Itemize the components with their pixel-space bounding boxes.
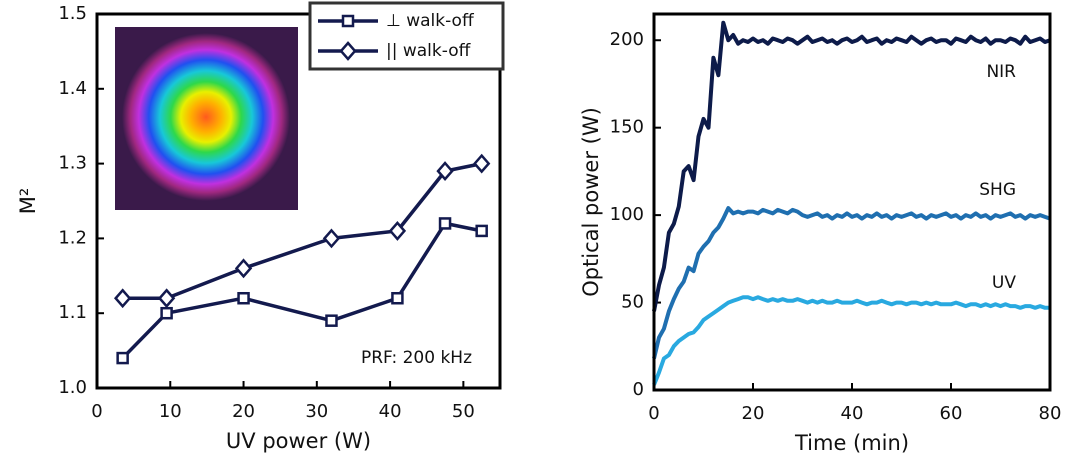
annotation: PRF: 200 kHz — [361, 348, 472, 368]
marker — [325, 314, 338, 327]
x-tick-label: 10 — [159, 401, 182, 422]
marker — [339, 41, 357, 61]
y-tick-label: 0 — [633, 379, 644, 400]
marker — [322, 228, 341, 249]
x-axis-label: Time (min) — [794, 431, 909, 455]
marker — [157, 288, 176, 309]
marker — [438, 217, 452, 230]
marker — [341, 14, 355, 28]
series-line — [652, 295, 1050, 386]
y-tick-label: 1.2 — [58, 227, 87, 248]
y-tick-label: 50 — [621, 292, 644, 313]
series-label: SHG — [979, 180, 1016, 200]
series-line — [121, 221, 483, 360]
marker — [160, 306, 173, 320]
y-tick-label: 1.3 — [58, 153, 87, 174]
x-tick-label: 80 — [1039, 403, 1062, 424]
marker — [436, 161, 454, 181]
y-tick-label: 1.1 — [58, 302, 87, 323]
series-line — [652, 206, 1051, 359]
y-tick-label: 1.5 — [58, 3, 87, 24]
y-axis-label: Optical power (W) — [579, 107, 603, 297]
y-tick-label: 100 — [610, 204, 644, 225]
axes-frame — [95, 12, 502, 390]
marker — [237, 291, 250, 305]
x-tick-label: 0 — [648, 403, 659, 424]
legend-label: || walk-off — [386, 41, 472, 61]
marker — [473, 153, 491, 174]
marker — [475, 224, 488, 238]
marker — [234, 258, 253, 279]
x-tick-label: 20 — [742, 403, 765, 424]
left-chart: 0 10 20 30 40 50 1.0 1.1 1.2 1.3 1.4 1.5 UV power (W… — [16, 1, 505, 453]
x-tick-label: 30 — [305, 401, 328, 422]
x-axis-label: UV power (W) — [226, 429, 371, 453]
y-tick-label: 200 — [610, 29, 644, 50]
x-tick-label: 40 — [841, 403, 864, 424]
marker — [116, 351, 129, 365]
x-tick-label: 50 — [452, 401, 475, 422]
y-tick-label: 150 — [610, 117, 644, 138]
legend-box — [308, 1, 505, 71]
series-label: NIR — [986, 62, 1016, 82]
y-axis-label: M² — [16, 188, 40, 215]
series-label: UV — [992, 273, 1016, 293]
x-tick-label: 40 — [379, 401, 402, 422]
marker — [388, 221, 407, 241]
y-tick-label: 1.4 — [58, 78, 87, 99]
marker — [113, 288, 132, 309]
right-chart: 0 20 40 60 80 0 50 100 150 200 Time (min) Optical p… — [579, 12, 1062, 455]
series-line — [652, 20, 1051, 312]
x-tick-label: 60 — [940, 403, 963, 424]
legend-label: ⊥ walk-off — [386, 11, 475, 31]
marker — [391, 291, 404, 305]
x-tick-label: 20 — [232, 401, 255, 422]
x-tick-label: 0 — [91, 401, 102, 422]
inset-image — [115, 27, 298, 210]
y-tick-label: 1.0 — [58, 377, 87, 398]
axes-frame — [652, 12, 1052, 392]
